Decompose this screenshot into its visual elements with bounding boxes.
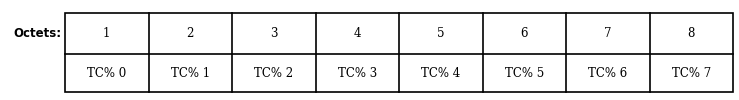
Text: 7: 7: [604, 27, 612, 40]
Text: Octets:: Octets:: [13, 27, 61, 40]
Text: TC% 2: TC% 2: [254, 66, 293, 80]
Text: 4: 4: [353, 27, 361, 40]
Text: 8: 8: [688, 27, 695, 40]
Text: TC% 7: TC% 7: [672, 66, 711, 80]
Text: 5: 5: [437, 27, 445, 40]
Bar: [65, 13, 733, 92]
Text: 1: 1: [103, 27, 110, 40]
Text: 6: 6: [520, 27, 528, 40]
Text: TC% 6: TC% 6: [588, 66, 627, 80]
Text: TC% 4: TC% 4: [421, 66, 460, 80]
Text: TC% 3: TC% 3: [338, 66, 377, 80]
Text: 2: 2: [187, 27, 194, 40]
Text: 3: 3: [270, 27, 278, 40]
Text: TC% 5: TC% 5: [505, 66, 544, 80]
Text: TC% 0: TC% 0: [87, 66, 126, 80]
Text: TC% 1: TC% 1: [171, 66, 210, 80]
